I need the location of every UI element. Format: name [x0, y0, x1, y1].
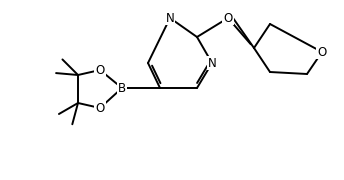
Text: B: B [118, 82, 126, 94]
Text: N: N [208, 57, 216, 69]
Text: O: O [95, 102, 105, 114]
Text: N: N [165, 12, 174, 24]
Text: O: O [95, 64, 105, 76]
Text: O: O [223, 12, 233, 24]
Text: O: O [318, 46, 326, 58]
